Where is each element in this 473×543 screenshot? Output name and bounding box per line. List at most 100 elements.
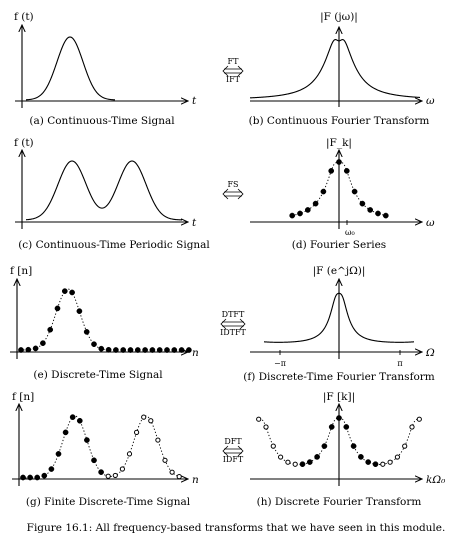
panel-d-tick-label: ω₀ bbox=[345, 228, 355, 237]
panel-h-caption: (h) Discrete Fourier Transform bbox=[257, 496, 422, 508]
dft-coefficient-dot bbox=[394, 454, 400, 460]
coefficient-dot bbox=[328, 168, 335, 174]
double-arrow-icon bbox=[222, 445, 244, 457]
dft-coefficient-dot bbox=[358, 454, 364, 460]
coefficient-dot bbox=[297, 210, 303, 217]
panel-b-caption: (b) Continuous Fourier Transform bbox=[249, 115, 430, 127]
dft-coefficient-dot bbox=[292, 461, 298, 467]
panel-b-ylabel: |F (jω)| bbox=[320, 11, 358, 24]
sample-dot bbox=[119, 466, 126, 472]
panel-f-neg-pi-label: −π bbox=[274, 359, 286, 368]
arrow-ft-ifft: FT IFT bbox=[222, 57, 244, 84]
dft-coefficient-dot bbox=[380, 461, 386, 467]
panel-g: f [n] n (g) Finite Discrete-Time Signal bbox=[12, 391, 199, 508]
sample-dot bbox=[148, 418, 154, 424]
arrow-fs-label: FS bbox=[227, 180, 238, 189]
arrow-dft-label: DFT bbox=[224, 437, 242, 446]
sample-dot bbox=[120, 347, 127, 353]
sample-dot bbox=[155, 437, 161, 443]
sample-dot bbox=[61, 288, 68, 294]
panel-c-xlabel: t bbox=[192, 217, 197, 229]
double-arrow-icon bbox=[222, 65, 244, 77]
sample-dot bbox=[69, 414, 76, 420]
sample-dot bbox=[34, 474, 41, 481]
sample-dot bbox=[105, 346, 112, 353]
coefficient-dot bbox=[343, 168, 350, 174]
dft-coefficient-dot bbox=[409, 424, 415, 430]
sample-dot bbox=[91, 341, 97, 348]
coefficient-dot bbox=[367, 207, 374, 213]
dft-coefficient-dot bbox=[328, 424, 335, 430]
panel-f-xlabel: Ω bbox=[425, 347, 435, 359]
panel-g-samples bbox=[20, 414, 182, 481]
panel-d-coefficients bbox=[289, 159, 389, 219]
sample-dot bbox=[134, 347, 141, 353]
panel-g-ylabel: f [n] bbox=[12, 391, 34, 403]
dft-coefficient-dot bbox=[387, 459, 393, 465]
dft-coefficient-dot bbox=[350, 443, 357, 449]
sample-dot bbox=[126, 451, 133, 457]
sample-dot bbox=[62, 429, 69, 436]
panel-f-pi-label: π bbox=[397, 359, 402, 368]
sample-dot bbox=[169, 469, 175, 475]
panel-d: ω₀ |F_k| ω (d) Fourier Series bbox=[250, 137, 435, 251]
panel-c-ylabel: f (t) bbox=[14, 137, 34, 149]
dft-coefficient-dot bbox=[270, 443, 276, 449]
sample-dot bbox=[178, 347, 185, 353]
panel-h-ylabel: |F [k]| bbox=[323, 391, 355, 404]
sample-dot bbox=[18, 347, 24, 353]
sample-dot bbox=[113, 347, 119, 353]
panel-e-xlabel: n bbox=[192, 347, 199, 359]
panel-a: f (t) t (a) Continuous-Time Signal bbox=[14, 11, 197, 127]
coefficient-dot bbox=[336, 159, 342, 165]
arrow-fs: FS bbox=[222, 180, 244, 200]
double-arrow-icon bbox=[222, 188, 244, 200]
panel-g-xlabel: n bbox=[192, 474, 199, 486]
coefficient-dot bbox=[375, 210, 381, 217]
dft-coefficient-dot bbox=[263, 424, 269, 430]
figure-caption: Figure 16.1: All frequency-based transfo… bbox=[27, 522, 446, 534]
panel-g-caption: (g) Finite Discrete-Time Signal bbox=[26, 496, 191, 508]
dft-coefficient-dot bbox=[321, 443, 328, 449]
dft-coefficient-dot bbox=[402, 443, 408, 449]
sample-dot bbox=[83, 329, 90, 335]
panel-b-xlabel: ω bbox=[426, 95, 435, 107]
panel-d-xlabel: ω bbox=[426, 217, 435, 229]
sample-dot bbox=[162, 457, 168, 463]
sample-dot bbox=[134, 429, 140, 435]
sample-dot bbox=[69, 289, 75, 296]
panel-d-ylabel: |F_k| bbox=[326, 137, 352, 150]
sample-dot bbox=[54, 305, 61, 312]
arrow-ift-label: IFT bbox=[226, 75, 241, 84]
sample-dot bbox=[186, 347, 192, 353]
panel-a-ylabel: f (t) bbox=[14, 11, 34, 23]
coefficient-dot bbox=[359, 200, 366, 207]
sample-dot bbox=[156, 347, 163, 353]
sample-dot bbox=[32, 345, 39, 352]
coefficient-dot bbox=[320, 188, 327, 195]
dft-coefficient-dot bbox=[372, 461, 379, 468]
panel-e-envelope bbox=[19, 288, 118, 351]
sample-dot bbox=[141, 414, 147, 420]
sample-dot bbox=[84, 437, 90, 443]
sample-dot bbox=[20, 474, 26, 481]
dft-coefficient-dot bbox=[365, 459, 372, 465]
sample-dot bbox=[142, 347, 148, 353]
sample-dot bbox=[176, 474, 182, 480]
panel-h: |F [k]| kΩ₀ (h) Discrete Fourier Transfo… bbox=[250, 391, 446, 508]
panel-b: |F (jω)| ω (b) Continuous Fourier Transf… bbox=[249, 11, 435, 127]
panel-b-spectrum-curve bbox=[249, 39, 421, 99]
sample-dot bbox=[25, 346, 32, 353]
panel-c-periodic-curve bbox=[25, 160, 183, 221]
panel-d-caption: (d) Fourier Series bbox=[292, 239, 386, 251]
panel-c-caption: (c) Continuous-Time Periodic Signal bbox=[18, 239, 210, 251]
sample-dot bbox=[41, 472, 48, 479]
coefficient-dot bbox=[382, 212, 389, 219]
dft-coefficient-dot bbox=[256, 416, 262, 422]
panel-a-xlabel: t bbox=[192, 95, 197, 107]
sample-dot bbox=[76, 417, 83, 424]
dft-coefficient-dot bbox=[336, 415, 342, 421]
panel-f-ylabel: |F (e^jΩ)| bbox=[313, 265, 366, 278]
coefficient-dot bbox=[351, 188, 358, 195]
